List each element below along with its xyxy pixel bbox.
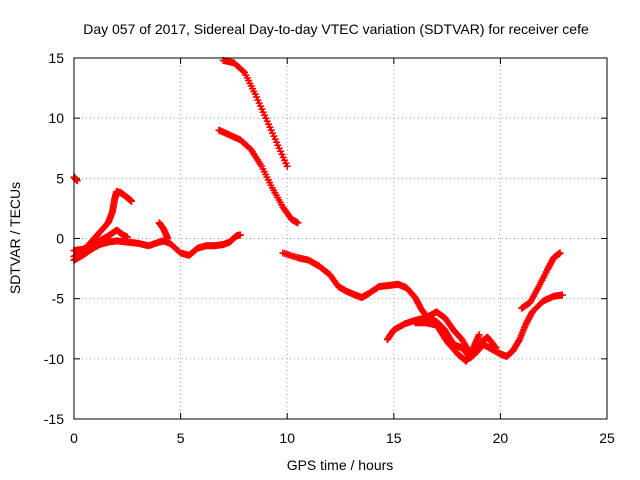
series-seg-k bbox=[518, 249, 564, 312]
data-point bbox=[73, 177, 81, 185]
series-seg-d bbox=[70, 231, 244, 264]
data-point bbox=[283, 162, 291, 170]
x-tick-label: 25 bbox=[599, 430, 615, 446]
y-tick-label: 15 bbox=[48, 50, 64, 66]
series-seg-f bbox=[219, 56, 291, 170]
data-point bbox=[164, 235, 172, 242]
data-point bbox=[294, 219, 302, 227]
data-points bbox=[70, 56, 566, 365]
x-tick-label: 10 bbox=[279, 430, 295, 446]
y-tick-label: 0 bbox=[56, 231, 64, 247]
y-axis-label: SDTVAR / TECUs bbox=[7, 182, 23, 294]
x-tick-label: 20 bbox=[493, 430, 509, 446]
chart-title: Day 057 of 2017, Sidereal Day-to-day VTE… bbox=[83, 21, 589, 37]
x-tick-label: 5 bbox=[177, 430, 185, 446]
y-tick-label: 10 bbox=[48, 110, 64, 126]
series-seg-e bbox=[155, 219, 172, 242]
y-tick-label: -15 bbox=[44, 411, 64, 427]
y-tick-label: 5 bbox=[56, 170, 64, 186]
series-seg-g bbox=[215, 126, 302, 227]
grid bbox=[74, 58, 607, 419]
y-tick-label: -10 bbox=[44, 351, 64, 367]
axis-ticks: 0 5 10 15 20 25 -15 -10 -5 0 5 10 15 bbox=[44, 50, 615, 446]
data-point bbox=[475, 331, 483, 339]
y-tick-label: -5 bbox=[52, 291, 65, 307]
data-point bbox=[128, 197, 136, 205]
data-point bbox=[558, 291, 566, 299]
x-tick-label: 15 bbox=[386, 430, 402, 446]
data-point bbox=[491, 343, 499, 351]
x-axis-label: GPS time / hours bbox=[287, 457, 394, 473]
plot-frame bbox=[73, 57, 608, 420]
series-seg-a bbox=[70, 173, 81, 185]
series-seg-j bbox=[411, 319, 483, 365]
data-point bbox=[492, 344, 500, 352]
data-point bbox=[239, 67, 247, 75]
x-tick-label: 0 bbox=[70, 430, 78, 446]
data-point bbox=[556, 249, 564, 257]
data-point bbox=[236, 231, 244, 239]
